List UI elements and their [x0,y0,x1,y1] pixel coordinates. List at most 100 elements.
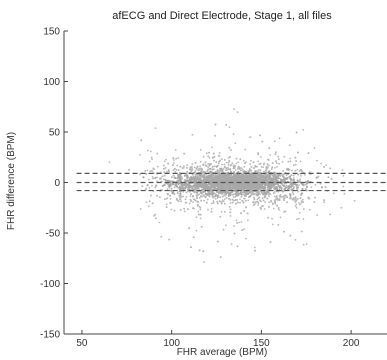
scatter-point [266,180,269,183]
scatter-point [221,163,224,166]
scatter-point [190,193,193,195]
scatter-point [195,229,198,232]
scatter-point [244,192,247,195]
scatter-point [251,177,255,180]
scatter-point [249,195,252,198]
scatter-point [219,256,222,259]
scatter-point [200,191,203,194]
scatter-point [211,168,214,171]
scatter-point [151,170,154,172]
scatter-point [168,183,172,186]
scatter-point [327,176,330,179]
scatter-point [210,208,213,210]
scatter-point [234,169,237,171]
scatter-point [183,165,185,168]
scatter-point [173,186,176,189]
scatter-point [256,170,258,173]
scatter-point [195,194,198,197]
scatter-point [148,200,151,203]
scatter-point [232,171,236,174]
scatter-point [194,170,197,172]
scatter-point [170,187,173,190]
scatter-point [165,203,168,206]
scatter-point [197,187,200,190]
scatter-point [240,185,243,188]
scatter-point [289,234,292,237]
scatter-point [300,192,303,195]
scatter-point [230,243,233,246]
scatter-point [288,144,291,147]
scatter-point [163,198,166,201]
scatter-point [145,173,148,175]
scatter-point [275,195,278,198]
scatter-point [197,201,199,203]
scatter-point [249,175,253,178]
scatter-point [240,179,243,182]
scatter-point [188,168,191,171]
scatter-point [253,167,255,170]
scatter-point [279,179,282,182]
scatter-point [277,158,280,161]
scatter-point [148,205,150,208]
x-tick-label: 150 [253,338,270,349]
scatter-point [263,170,265,173]
scatter-point [297,190,300,193]
scatter-point [210,186,213,189]
scatter-point [307,197,310,200]
scatter-point [156,176,159,179]
scatter-point [253,196,256,199]
scatter-point [177,176,180,179]
scatter-point [193,171,196,174]
scatter-point [236,222,239,224]
scatter-point [257,190,260,193]
scatter-point [246,184,249,187]
x-tick-label: 100 [163,338,180,349]
scatter-point [204,161,207,164]
scatter-point [192,201,195,203]
scatter-point [196,184,199,188]
scatter-point [241,173,244,176]
scatter-point [272,178,275,181]
scatter-point [268,201,271,204]
scatter-point [299,178,301,181]
scatter-point [203,171,206,174]
scatter-point [226,173,229,176]
scatter-point [271,166,274,169]
scatter-point [225,181,228,184]
scatter-point [204,186,208,189]
scatter-point [166,197,169,200]
scatter-point [258,183,261,186]
scatter-point [262,193,265,196]
scatter-point [228,197,230,200]
scatter-point [262,176,265,179]
scatter-point [207,188,210,191]
scatter-point [316,214,319,217]
scatter-point [249,136,252,139]
scatter-point [275,162,278,164]
scatter-point [163,174,166,177]
scatter-point [197,169,200,172]
scatter-point [147,178,150,181]
scatter-point [278,162,281,165]
scatter-point [159,196,161,199]
scatter-point [224,166,227,169]
scatter-point [273,191,276,194]
scatter-point [229,179,232,183]
scatter-point [268,176,271,179]
scatter-point [317,175,320,178]
scatter-point [302,218,305,221]
scatter-point [202,190,205,193]
scatter-point [233,173,236,176]
scatter-point [227,166,230,169]
scatter-point [227,157,230,159]
scatter-point [258,172,261,175]
scatter-point [296,179,299,182]
scatter-point [184,198,187,201]
scatter-point [246,212,249,215]
scatter-point [245,237,247,240]
scatter-point [238,221,241,224]
scatter-point [207,166,210,169]
scatter-point [271,217,273,220]
scatter-point [300,175,302,177]
scatter-point [172,164,174,167]
